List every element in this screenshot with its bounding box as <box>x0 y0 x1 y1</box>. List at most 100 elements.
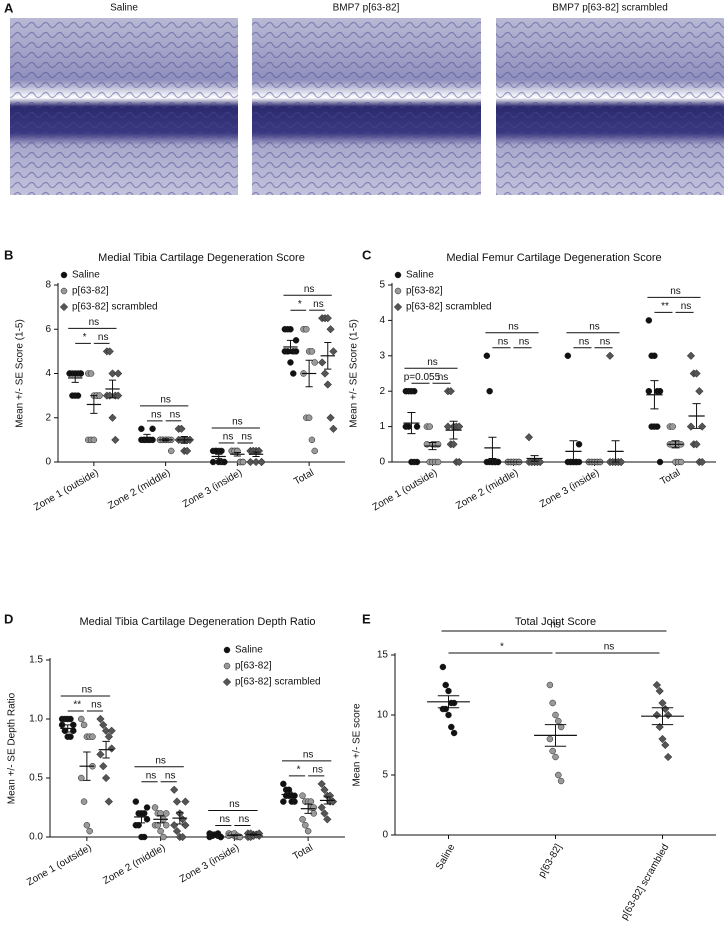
chart-title: Medial Tibia Cartilage Degeneration Scor… <box>98 252 305 264</box>
data-point <box>113 369 123 378</box>
data-point <box>170 785 179 794</box>
data-point <box>413 423 421 430</box>
data-point <box>254 829 264 838</box>
significance-label: ns <box>438 372 449 383</box>
x-tick-label: p[63-82] scrambled <box>619 842 671 922</box>
x-tick-label: Zone 2 (middle) <box>101 842 167 887</box>
data-point <box>221 458 228 466</box>
y-tick-label: 4 <box>45 368 51 379</box>
significance-label: ns <box>170 409 181 420</box>
data-point <box>239 458 247 466</box>
legend-label: Saline <box>406 270 434 281</box>
data-point <box>78 774 85 782</box>
error-bar <box>650 380 659 410</box>
x-tick-label: Zone 1 (outside) <box>371 467 440 513</box>
significance-label: ns <box>550 620 561 631</box>
x-tick-label: p[63-82] <box>537 842 565 879</box>
data-point <box>524 433 534 442</box>
data-point <box>217 833 225 841</box>
data-point <box>564 352 572 360</box>
y-axis-label: Mean +/- SE score <box>352 703 363 787</box>
data-point <box>280 780 287 788</box>
error-bar <box>211 833 219 836</box>
data-point <box>90 436 98 444</box>
data-point <box>446 387 455 396</box>
data-point <box>658 734 667 744</box>
data-point <box>677 458 685 466</box>
significance-label: ns <box>220 814 231 825</box>
significance-label: ns <box>681 301 692 312</box>
data-point <box>318 358 327 367</box>
data-point <box>218 447 225 455</box>
significance-label: ns <box>241 432 252 443</box>
error-bar <box>215 453 223 460</box>
data-point <box>698 457 707 467</box>
significance-label: ns <box>303 750 314 761</box>
error-bar <box>407 411 416 435</box>
data-point <box>605 351 615 360</box>
data-point <box>143 816 151 823</box>
y-tick-label: 10 <box>377 710 389 721</box>
data-point <box>83 821 91 829</box>
chart-title: Medial Tibia Cartilage Degeneration Dept… <box>79 616 315 628</box>
data-point <box>308 348 316 355</box>
data-point <box>101 773 111 783</box>
significance-label: ns <box>427 357 438 368</box>
data-point <box>653 423 661 430</box>
error-bar <box>569 440 578 463</box>
data-point <box>323 380 332 389</box>
data-point <box>442 705 449 713</box>
data-point <box>695 387 704 396</box>
data-point <box>304 827 312 835</box>
error-bar <box>108 379 117 399</box>
panel-label: C <box>362 247 372 262</box>
significance-label: ns <box>82 685 93 696</box>
data-point <box>445 711 452 719</box>
data-point <box>67 733 74 740</box>
data-point <box>320 369 330 378</box>
significance-label: ns <box>160 394 171 405</box>
x-tick-label: Zone 2 (middle) <box>454 467 520 512</box>
error-bar <box>651 707 674 726</box>
y-tick-label: 8 <box>45 280 51 291</box>
data-point <box>160 833 167 841</box>
data-point <box>257 457 266 467</box>
data-point <box>448 723 455 731</box>
image-caption: Saline <box>110 3 138 14</box>
data-point <box>439 663 447 671</box>
data-point <box>449 440 458 449</box>
data-point <box>555 771 562 779</box>
significance-label: ** <box>661 301 669 312</box>
significance-label: ns <box>91 700 102 711</box>
data-point <box>486 387 493 395</box>
data-point <box>132 798 140 805</box>
data-point <box>546 735 554 743</box>
significance-label: * <box>500 642 504 653</box>
error-bar <box>102 740 110 759</box>
data-point <box>149 425 156 433</box>
data-point <box>135 821 142 829</box>
data-point <box>552 753 559 761</box>
data-point <box>549 699 556 707</box>
significance-label: ** <box>73 700 81 711</box>
data-point <box>317 779 326 789</box>
error-bar <box>162 438 170 442</box>
error-bar <box>180 436 188 444</box>
significance-label: * <box>297 765 301 776</box>
significance-label: ns <box>239 814 250 825</box>
data-point <box>172 797 182 806</box>
y-tick-label: 1.5 <box>29 655 43 666</box>
error-bar <box>176 811 184 825</box>
data-point <box>410 387 418 395</box>
legend-marker <box>222 677 232 687</box>
data-point <box>287 326 294 333</box>
data-point <box>434 458 442 466</box>
x-tick-label: Zone 3 (inside) <box>538 467 601 510</box>
data-point <box>655 686 664 696</box>
data-point <box>96 750 105 759</box>
y-axis-label: Mean +/- SE Score (1-5) <box>15 319 26 428</box>
error-bar <box>449 420 458 440</box>
data-point <box>686 351 696 360</box>
data-point <box>656 387 664 395</box>
data-point <box>302 821 309 829</box>
